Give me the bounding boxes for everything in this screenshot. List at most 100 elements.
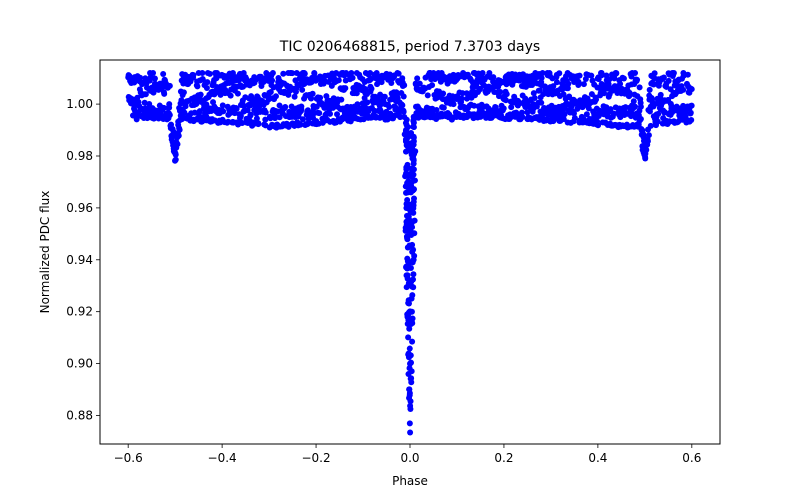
data-point [414,75,421,82]
data-point [166,111,173,118]
data-point [409,248,416,255]
data-point [253,115,260,122]
data-point [168,134,175,141]
y-tick-label: 0.94 [66,253,93,267]
data-point [408,231,415,238]
data-point [406,420,413,427]
data-point [234,90,241,97]
data-point [416,80,423,87]
data-point [565,80,572,87]
data-point [405,334,412,341]
data-point [280,70,287,77]
data-point [190,72,197,79]
data-point [553,79,560,86]
data-point [647,122,654,129]
data-point [406,325,413,332]
data-point [580,81,587,88]
x-tick-label: −0.2 [301,451,330,465]
data-point [610,110,617,117]
data-point [309,90,316,97]
data-points [125,69,695,436]
data-point [178,97,185,104]
data-point [688,117,695,123]
data-point [368,85,375,92]
data-point [255,121,262,128]
data-point [160,71,167,77]
data-point [299,86,306,93]
data-point [531,95,538,102]
data-point [141,99,148,106]
data-point [617,80,624,87]
data-point [502,97,509,104]
data-point [655,110,662,117]
data-point [564,85,571,92]
data-point [670,69,677,76]
data-point [620,75,627,82]
data-point [404,265,411,272]
data-point [269,77,276,84]
data-point [646,86,653,93]
data-point [606,76,613,83]
data-point [560,116,567,123]
data-point [299,116,306,123]
data-point [194,83,201,90]
data-point [593,96,600,103]
data-point [262,109,269,116]
data-point [518,109,525,116]
data-point [407,375,414,382]
data-point [404,275,411,282]
data-point [386,103,393,110]
data-point [571,114,578,121]
data-point [142,91,149,98]
data-point [401,82,408,89]
data-point [353,90,360,97]
data-point [588,72,595,79]
x-ticks: −0.6 −0.4 −0.2 0.0 0.2 0.4 0.6 [114,444,701,465]
data-point [388,80,395,87]
data-point [199,76,206,83]
data-point [404,227,411,234]
data-point [637,116,644,123]
data-point [204,79,211,86]
data-point [409,283,416,290]
data-point [166,82,173,89]
data-point [410,271,417,278]
data-point [301,70,308,77]
data-point [400,93,407,100]
data-point [172,156,179,163]
data-point [405,260,412,267]
data-point [404,234,411,241]
data-point [665,77,672,84]
y-tick-label: 0.98 [66,149,93,163]
data-point [407,398,414,405]
data-point [550,83,557,90]
data-point [298,103,305,110]
data-point [433,107,440,114]
data-point [538,99,545,106]
data-point [500,105,507,112]
data-point [645,132,652,139]
data-point [607,106,614,113]
data-point [660,74,667,81]
data-point [410,124,417,131]
x-tick-label: 0.4 [588,451,607,465]
data-point [632,103,639,110]
data-point [687,109,694,116]
y-tick-label: 0.88 [66,408,93,422]
data-point [409,292,416,299]
data-point [409,149,416,156]
data-point [636,84,643,91]
data-point [508,104,515,111]
data-point [395,70,402,77]
chart-title: TIC 0206468815, period 7.3703 days [279,39,540,55]
data-point [399,102,406,109]
data-point [408,173,415,180]
data-point [227,92,234,99]
data-point [408,165,415,172]
data-point [576,72,583,79]
data-point [237,112,244,119]
data-point [410,157,417,164]
data-point [402,183,409,190]
data-point [342,85,349,92]
